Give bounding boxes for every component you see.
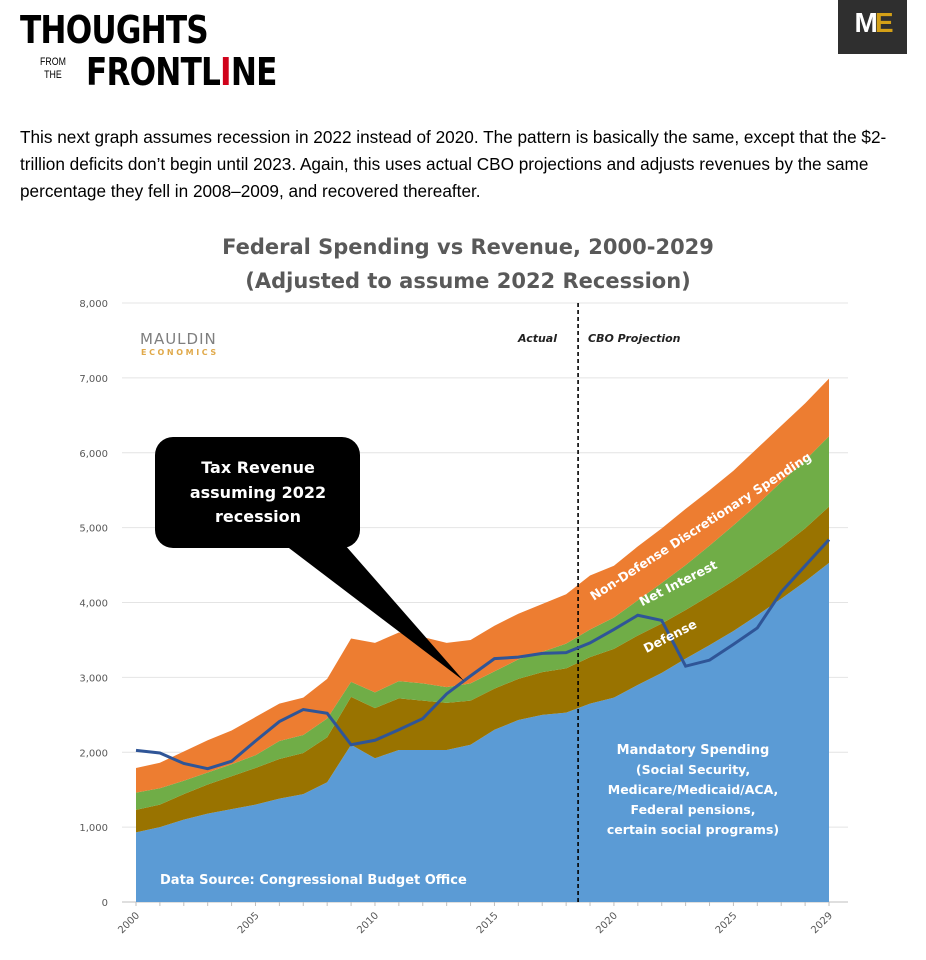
mandatory-line-2: (Social Security, <box>636 762 750 777</box>
logo-ne: NE <box>230 50 278 94</box>
chart-subtitle: (Adjusted to assume 2022 Recession) <box>245 269 691 293</box>
y-tick-label: 7,000 <box>79 374 108 385</box>
area-defense <box>136 506 829 833</box>
area-mandatory-spending <box>136 562 829 902</box>
y-tick-label: 1,000 <box>79 823 108 834</box>
tax-revenue-line <box>135 538 831 771</box>
y-tick-label: 2,000 <box>79 748 108 759</box>
x-tick-label: 2025 <box>714 910 740 936</box>
y-tick-label: 3,000 <box>79 673 108 684</box>
x-tick-label: 2020 <box>594 910 620 936</box>
chart-title: Federal Spending vs Revenue, 2000-2029 <box>222 235 714 259</box>
intro-paragraph: This next graph assumes recession in 202… <box>20 127 887 201</box>
y-tick-label: 0 <box>102 898 108 909</box>
logo-frontl: FRONTL <box>86 50 221 94</box>
callout-line-1: Tax Revenue <box>201 458 315 477</box>
watermark-mauldin: MAULDIN <box>140 330 217 348</box>
mandatory-line-3: Medicare/Medicaid/ACA, <box>608 782 779 797</box>
x-tick-label: 2005 <box>236 910 262 936</box>
mandatory-line-1: Mandatory Spending <box>617 743 770 758</box>
area-non-defense-discretionary-spending <box>136 378 829 793</box>
callout: Tax Revenue assuming 2022 recession <box>155 437 464 681</box>
me-brand-logo[interactable]: ME <box>838 0 907 54</box>
mandatory-line-5: certain social programs) <box>607 822 779 837</box>
actual-label: Actual <box>517 332 557 345</box>
logo-frontline: FRONTLINE <box>86 52 277 92</box>
data-source-label: Data Source: Congressional Budget Office <box>160 873 467 888</box>
logo-i: I <box>220 50 232 94</box>
callout-line-2: assuming 2022 <box>190 483 326 502</box>
logo-from-the: FROM THE <box>40 56 66 82</box>
brand-m: M <box>854 7 877 38</box>
logo-the: THE <box>44 69 62 81</box>
x-tick-label: 2029 <box>809 910 835 936</box>
y-tick-label: 8,000 <box>79 299 108 310</box>
x-tick-label: 2015 <box>475 910 501 936</box>
brand-e: E <box>874 7 894 38</box>
mandatory-label: Mandatory Spending (Social Security, Med… <box>607 743 779 837</box>
logo-thoughts: THOUGHTS <box>20 8 209 52</box>
watermark-economics: ECONOMICS <box>141 348 219 357</box>
x-tick-label: 2010 <box>355 910 381 936</box>
callout-pointer <box>285 545 464 681</box>
logo-from: FROM <box>40 56 66 68</box>
projection-label: CBO Projection <box>588 332 681 345</box>
mandatory-line-4: Federal pensions, <box>631 802 756 817</box>
y-tick-label: 6,000 <box>79 449 108 460</box>
x-tick-label: 2000 <box>116 910 142 936</box>
y-tick-label: 5,000 <box>79 524 108 535</box>
callout-box <box>155 437 360 548</box>
y-tick-label: 4,000 <box>79 599 108 610</box>
callout-line-3: recession <box>215 507 301 526</box>
